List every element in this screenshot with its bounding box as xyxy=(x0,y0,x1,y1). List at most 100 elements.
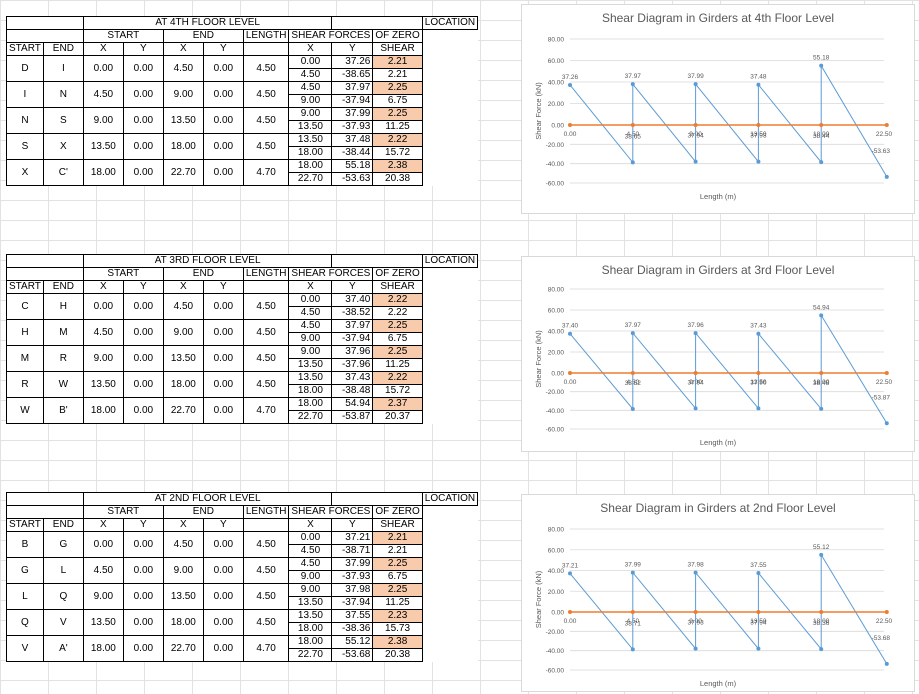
shear-y-cell[interactable]: -38.44 xyxy=(331,146,374,160)
start-y-cell[interactable]: 0.00 xyxy=(122,531,164,558)
start-node-cell[interactable]: M xyxy=(6,345,44,372)
blank-cell[interactable] xyxy=(242,280,290,294)
start-x-cell[interactable]: 9.00 xyxy=(82,345,124,372)
zero-shear-location-cell[interactable]: 15.72 xyxy=(372,146,423,160)
end-node-cell[interactable]: C' xyxy=(42,159,84,186)
blank-cell[interactable] xyxy=(6,492,84,506)
start-node-cell[interactable]: G xyxy=(6,557,44,584)
header-x[interactable]: X xyxy=(162,42,204,56)
zero-shear-location-cell[interactable]: 2.21 xyxy=(372,68,423,82)
shear-x-cell[interactable]: 13.50 xyxy=(288,120,333,134)
header-shear[interactable]: SHEAR xyxy=(372,280,423,294)
shear-x-cell[interactable]: 9.00 xyxy=(288,332,333,346)
start-y-cell[interactable]: 0.00 xyxy=(122,55,164,82)
start-x-cell[interactable]: 9.00 xyxy=(82,583,124,610)
zero-shear-cell[interactable]: 2.37 xyxy=(372,397,423,411)
end-x-cell[interactable]: 18.00 xyxy=(162,133,204,160)
end-y-cell[interactable]: 0.00 xyxy=(202,159,244,186)
shear-x-cell[interactable]: 18.00 xyxy=(288,622,333,636)
blank-cell[interactable] xyxy=(242,518,290,532)
shear-y-cell[interactable]: -38.36 xyxy=(331,622,374,636)
end-y-cell[interactable]: 0.00 xyxy=(202,293,244,320)
shear-y-cell[interactable]: -37.94 xyxy=(331,94,374,108)
end-y-cell[interactable]: 0.00 xyxy=(202,635,244,662)
shear-x-cell[interactable]: 4.50 xyxy=(288,81,333,95)
shear-x-cell[interactable]: 13.50 xyxy=(288,358,333,372)
end-node-cell[interactable]: W xyxy=(42,371,84,398)
zero-shear-location-cell[interactable]: 20.38 xyxy=(372,172,423,186)
length-cell[interactable]: 4.50 xyxy=(242,293,290,320)
end-y-cell[interactable]: 0.00 xyxy=(202,55,244,82)
length-cell[interactable]: 4.70 xyxy=(242,397,290,424)
shear-x-cell[interactable]: 9.00 xyxy=(288,107,333,121)
end-y-cell[interactable]: 0.00 xyxy=(202,319,244,346)
header-start[interactable]: START xyxy=(82,505,164,519)
header-y[interactable]: Y xyxy=(331,42,374,56)
shear-y-cell[interactable]: -37.93 xyxy=(331,120,374,134)
start-node-cell[interactable]: Q xyxy=(6,609,44,636)
shear-y-cell[interactable]: 37.21 xyxy=(331,531,374,545)
end-x-cell[interactable]: 4.50 xyxy=(162,531,204,558)
length-cell[interactable]: 4.70 xyxy=(242,159,290,186)
end-x-cell[interactable]: 13.50 xyxy=(162,345,204,372)
shear-x-cell[interactable]: 9.00 xyxy=(288,583,333,597)
shear-chart-4th-floor[interactable]: Shear Diagram in Girders at 4th Floor Le… xyxy=(521,4,915,214)
start-x-cell[interactable]: 13.50 xyxy=(82,609,124,636)
start-y-cell[interactable]: 0.00 xyxy=(122,159,164,186)
shear-y-cell[interactable]: -37.94 xyxy=(331,596,374,610)
shear-x-cell[interactable]: 4.50 xyxy=(288,557,333,571)
end-node-cell[interactable]: L xyxy=(42,557,84,584)
start-x-cell[interactable]: 18.00 xyxy=(82,397,124,424)
end-y-cell[interactable]: 0.00 xyxy=(202,81,244,108)
shear-y-cell[interactable]: 37.99 xyxy=(331,107,374,121)
shear-x-cell[interactable]: 18.00 xyxy=(288,384,333,398)
shear-y-cell[interactable]: 37.55 xyxy=(331,609,374,623)
header-y[interactable]: Y xyxy=(122,518,164,532)
header-y[interactable]: Y xyxy=(331,280,374,294)
shear-table-4th-floor[interactable]: AT 4TH FLOOR LEVEL LOCATION START END LENGTH… xyxy=(6,16,479,186)
header-shear-forces[interactable]: SHEAR FORCES xyxy=(288,29,374,43)
end-x-cell[interactable]: 9.00 xyxy=(162,319,204,346)
shear-y-cell[interactable]: 37.97 xyxy=(331,81,374,95)
header-x[interactable]: X xyxy=(82,280,124,294)
header-length[interactable]: LENGTH xyxy=(242,267,290,281)
shear-x-cell[interactable]: 18.00 xyxy=(288,397,333,411)
header-location[interactable]: LOCATION xyxy=(421,16,479,30)
shear-chart-2nd-floor[interactable]: Shear Diagram in Girders at 2nd Floor Le… xyxy=(521,494,915,692)
zero-shear-cell[interactable]: 2.22 xyxy=(372,293,423,307)
length-cell[interactable]: 4.50 xyxy=(242,81,290,108)
shear-x-cell[interactable]: 4.50 xyxy=(288,319,333,333)
blank-cell[interactable] xyxy=(6,254,84,268)
end-node-cell[interactable]: S xyxy=(42,107,84,134)
end-node-cell[interactable]: I xyxy=(42,55,84,82)
shear-y-cell[interactable]: 37.40 xyxy=(331,293,374,307)
shear-y-cell[interactable]: -38.48 xyxy=(331,384,374,398)
zero-shear-location-cell[interactable]: 2.22 xyxy=(372,306,423,320)
start-x-cell[interactable]: 9.00 xyxy=(82,107,124,134)
end-node-cell[interactable]: Q xyxy=(42,583,84,610)
start-y-cell[interactable]: 0.00 xyxy=(122,557,164,584)
end-y-cell[interactable]: 0.00 xyxy=(202,531,244,558)
header-y[interactable]: Y xyxy=(202,42,244,56)
zero-shear-cell[interactable]: 2.25 xyxy=(372,107,423,121)
length-cell[interactable]: 4.50 xyxy=(242,609,290,636)
zero-shear-location-cell[interactable]: 15.72 xyxy=(372,384,423,398)
end-node-cell[interactable]: G xyxy=(42,531,84,558)
start-y-cell[interactable]: 0.00 xyxy=(122,319,164,346)
length-cell[interactable]: 4.50 xyxy=(242,107,290,134)
blank-cell[interactable] xyxy=(6,505,84,519)
shear-y-cell[interactable]: -37.94 xyxy=(331,332,374,346)
zero-shear-location-cell[interactable]: 15.73 xyxy=(372,622,423,636)
start-node-cell[interactable]: C xyxy=(6,293,44,320)
start-node-cell[interactable]: H xyxy=(6,319,44,346)
shear-x-cell[interactable]: 18.00 xyxy=(288,159,333,173)
start-y-cell[interactable]: 0.00 xyxy=(122,133,164,160)
header-end[interactable]: END xyxy=(162,29,244,43)
blank-cell[interactable] xyxy=(6,16,84,30)
shear-y-cell[interactable]: 37.98 xyxy=(331,583,374,597)
end-y-cell[interactable]: 0.00 xyxy=(202,583,244,610)
start-y-cell[interactable]: 0.00 xyxy=(122,293,164,320)
table-title[interactable]: AT 3RD FLOOR LEVEL xyxy=(82,254,333,268)
start-y-cell[interactable]: 0.00 xyxy=(122,107,164,134)
start-x-cell[interactable]: 0.00 xyxy=(82,531,124,558)
